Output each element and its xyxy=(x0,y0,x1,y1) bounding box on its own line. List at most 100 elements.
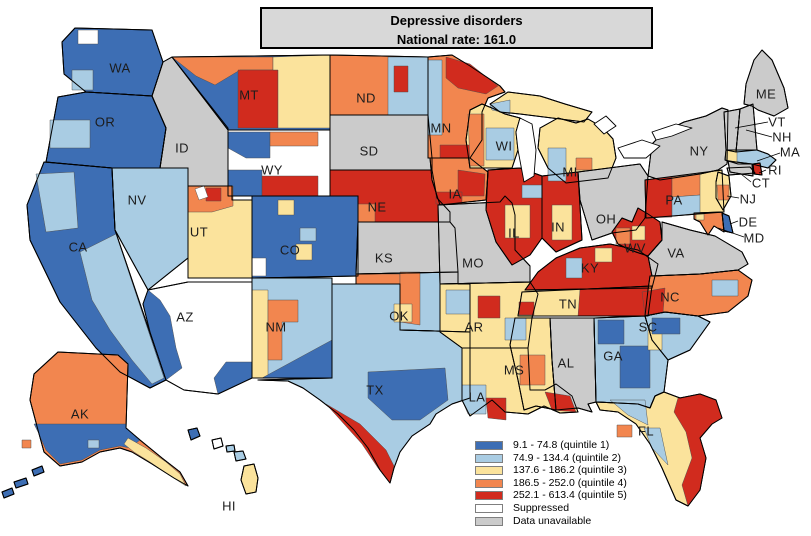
state-label-VT: VT xyxy=(768,115,785,130)
state-outline-TX xyxy=(257,283,471,484)
state-outline-HI5 xyxy=(240,463,259,495)
state-label-LA: LA xyxy=(469,390,486,405)
state-label-NJ: NJ xyxy=(740,192,757,207)
state-label-IN: IN xyxy=(551,220,565,235)
subregion-co-4 xyxy=(251,257,267,277)
subregion-ga-2 xyxy=(619,345,651,389)
legend-swatch-q5 xyxy=(475,491,503,501)
legend-label-q2: 74.9 - 134.4 (quintile 2) xyxy=(513,451,621,464)
state-NY xyxy=(647,107,729,181)
state-label-UT: UT xyxy=(190,225,208,240)
state-outline-KS xyxy=(355,221,459,275)
subregion-la-2 xyxy=(485,397,507,421)
legend-label-q5: 252.1 - 613.4 (quintile 5) xyxy=(513,489,627,502)
legend-swatch-suppressed xyxy=(475,503,503,513)
subregion-ar-3 xyxy=(504,317,527,341)
state-label-CA: CA xyxy=(69,240,88,255)
lake-2 xyxy=(593,115,617,135)
legend-label-suppressed: Suppressed xyxy=(513,501,570,514)
state-label-NH: NH xyxy=(772,130,792,145)
state-outline-ALEUT3 xyxy=(31,465,45,477)
state-label-VA: VA xyxy=(667,246,684,261)
subregion-mn-2 xyxy=(445,56,499,95)
lake-1 xyxy=(515,117,537,183)
state-label-SD: SD xyxy=(360,144,379,159)
subregion-ky-1 xyxy=(594,247,613,263)
title-box: Depressive disorders National rate: 161.… xyxy=(260,7,653,49)
state-label-IL: IL xyxy=(508,226,520,241)
subregion-wi-2 xyxy=(467,113,485,167)
subregion-mi-1 xyxy=(547,147,567,182)
state-label-WY: WY xyxy=(261,163,283,178)
legend-item-q5: 252.1 - 613.4 (quintile 5) xyxy=(475,489,627,502)
subregion-ky-2 xyxy=(565,257,583,279)
subregion-ut-3 xyxy=(194,185,209,201)
state-outline-RI xyxy=(752,162,763,176)
subregion-il-2 xyxy=(521,184,543,199)
state-label-ME: ME xyxy=(756,87,776,102)
state-label-NM: NM xyxy=(265,320,286,335)
legend-label-unavailable: Data unavailable xyxy=(513,514,592,527)
leader-line-3 xyxy=(756,152,781,162)
state-label-NV: NV xyxy=(128,193,147,208)
subregion-fl-1 xyxy=(609,399,649,426)
state-label-NY: NY xyxy=(690,144,709,159)
state-outline-LA xyxy=(461,347,579,417)
subregion-ok-1 xyxy=(355,273,401,285)
state-outline-HI4 xyxy=(233,450,247,462)
state-label-RI: RI xyxy=(768,163,782,178)
subregion-sc-1 xyxy=(651,317,681,335)
subregion-wy-2 xyxy=(269,131,319,147)
subregion-ak-2 xyxy=(123,437,187,487)
state-label-SC: SC xyxy=(639,320,658,335)
state-label-FL: FL xyxy=(638,424,654,439)
subregion-wi-1 xyxy=(485,127,515,161)
state-label-AL: AL xyxy=(558,356,575,371)
state-outline-SD xyxy=(329,114,433,171)
subregion-nd-2 xyxy=(393,65,409,93)
subregion-wv-2 xyxy=(631,225,646,241)
subregion-ga-1 xyxy=(597,319,625,345)
state-label-MT: MT xyxy=(239,88,259,103)
state-label-AR: AR xyxy=(465,320,484,335)
state-outline-HI3 xyxy=(225,444,236,453)
subregion-nc-2 xyxy=(711,279,739,297)
subregion-ak-4 xyxy=(21,439,32,449)
state-label-AK: AK xyxy=(71,407,89,422)
subregion-ut-2 xyxy=(205,187,222,202)
subregion-mi-2 xyxy=(575,157,593,171)
subregion-ak-3 xyxy=(87,439,100,449)
state-label-KS: KS xyxy=(375,251,393,266)
legend-item-q2: 74.9 - 134.4 (quintile 2) xyxy=(475,451,627,464)
leader-line-5 xyxy=(740,173,752,183)
leader-line-7 xyxy=(729,220,739,225)
state-outline-ME xyxy=(743,49,789,117)
state-label-DE: DE xyxy=(739,215,758,230)
state-outline-TN xyxy=(517,285,653,317)
state-outline-HI1 xyxy=(187,427,201,441)
lake-4 xyxy=(651,123,693,141)
subregion-in-1 xyxy=(551,204,573,241)
state-label-MA: MA xyxy=(780,145,800,160)
state-outline-MI_UP xyxy=(489,91,593,123)
subregion-co-3 xyxy=(299,227,317,242)
legend-label-q1: 9.1 - 74.8 (quintile 1) xyxy=(513,439,610,451)
title-line2: National rate: 161.0 xyxy=(396,32,517,47)
legend-item-q1: 9.1 - 74.8 (quintile 1) xyxy=(475,439,627,451)
state-outline-MI xyxy=(537,117,617,184)
state-outline-WV xyxy=(611,207,663,257)
state-outline-ALEUT1 xyxy=(13,477,29,489)
legend-item-q3: 137.6 - 186.2 (quintile 3) xyxy=(475,465,627,475)
state-label-ND: ND xyxy=(356,91,376,106)
lake-3 xyxy=(617,139,661,159)
subregion-ca-2 xyxy=(35,171,79,233)
state-label-TN: TN xyxy=(559,297,577,312)
state-label-CT: CT xyxy=(752,176,770,191)
subregion-co-2 xyxy=(295,243,313,261)
leader-line-6 xyxy=(726,195,740,199)
legend-item-unavailable: Data unavailable xyxy=(475,514,627,527)
subregion-il-1 xyxy=(504,204,531,239)
state-outline-HI2 xyxy=(211,437,224,450)
